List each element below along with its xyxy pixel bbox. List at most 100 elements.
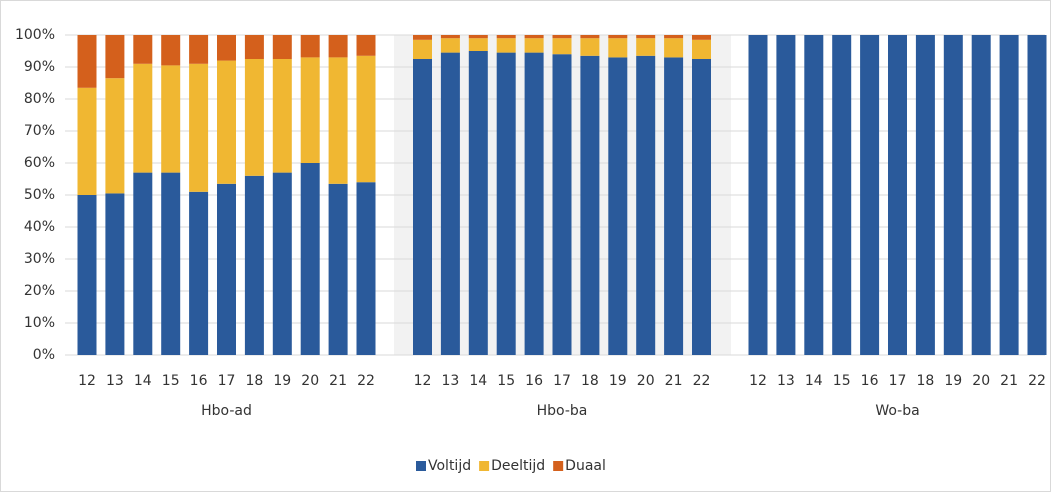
bar-segment: [133, 172, 153, 355]
bar-segment: [860, 35, 880, 355]
bar-segment: [692, 35, 711, 40]
bar-segment: [496, 52, 516, 355]
bar-segment: [692, 59, 711, 355]
bar-segment: [300, 35, 320, 58]
bar-segment: [580, 35, 600, 39]
bar-segment: [161, 65, 181, 173]
bar-segment: [496, 35, 516, 39]
bar-segment: [664, 57, 684, 356]
bar-segment: [915, 35, 935, 355]
bar-segment: [608, 38, 628, 58]
group-label: Hbo-ba: [537, 403, 588, 419]
x-tick-label: 15: [162, 373, 180, 389]
bar-segment: [77, 35, 97, 88]
bar-segment: [272, 59, 292, 173]
bar-segment: [608, 57, 628, 356]
x-tick-label: 22: [357, 373, 375, 389]
x-tick-label: 20: [637, 373, 655, 389]
x-tick-label: 18: [581, 373, 599, 389]
bar-segment: [413, 59, 432, 355]
x-tick-label: 18: [245, 373, 263, 389]
bar-segment: [552, 38, 572, 55]
bar-segment: [244, 59, 264, 176]
bar-segment: [440, 52, 460, 355]
bar-segment: [356, 35, 376, 56]
y-tick-label: 30%: [24, 251, 55, 267]
x-tick-label: 19: [944, 373, 962, 389]
x-tick-label: 17: [218, 373, 236, 389]
bar-segment: [244, 35, 264, 59]
bar-segment: [804, 35, 824, 355]
bar-segment: [580, 55, 600, 356]
bar-segment: [105, 78, 125, 194]
bar-segment: [413, 39, 432, 59]
bar-segment: [524, 35, 544, 39]
bar-segment: [356, 182, 376, 355]
bar-segment: [888, 35, 907, 355]
bar-segment: [1027, 35, 1047, 355]
x-tick-label: 21: [1000, 373, 1018, 389]
y-tick-label: 40%: [24, 219, 55, 235]
bar-segment: [77, 195, 97, 355]
bar-segment: [105, 35, 125, 79]
bar-segment: [664, 35, 684, 39]
bar-segment: [552, 35, 572, 39]
bar-segment: [468, 51, 488, 355]
bar-segment: [692, 39, 711, 59]
x-tick-label: 12: [414, 373, 432, 389]
x-tick-label: 15: [497, 373, 515, 389]
x-tick-label: 13: [441, 373, 459, 389]
x-tick-label: 22: [1028, 373, 1046, 389]
bar-segment: [636, 55, 656, 356]
legend-swatch: [479, 461, 490, 471]
x-tick-label: 15: [833, 373, 851, 389]
x-tick-label: 14: [469, 373, 487, 389]
bar-segment: [832, 35, 852, 355]
group-label: Hbo-ad: [201, 403, 252, 419]
bar-segment: [413, 35, 432, 40]
bar-segment: [189, 191, 209, 355]
x-tick-label: 19: [609, 373, 627, 389]
legend-label: Voltijd: [428, 458, 471, 474]
bar-segment: [999, 35, 1019, 355]
group-label: Wo-ba: [875, 403, 919, 419]
bar-segment: [189, 63, 209, 192]
bar-segment: [328, 183, 348, 355]
y-tick-label: 70%: [24, 123, 55, 139]
bar-segment: [328, 35, 348, 58]
legend-label: Duaal: [565, 458, 606, 474]
y-tick-label: 10%: [24, 315, 55, 331]
bar-segment: [356, 55, 376, 183]
x-tick-label: 17: [889, 373, 907, 389]
y-tick-label: 80%: [24, 91, 55, 107]
legend-label: Deeltijd: [491, 458, 545, 474]
x-tick-label: 20: [301, 373, 319, 389]
legend-swatch: [416, 461, 426, 471]
bar-segment: [552, 54, 572, 355]
bar-segment: [133, 35, 153, 64]
x-tick-label: 13: [106, 373, 124, 389]
bar-segment: [161, 172, 181, 355]
bar-segment: [496, 38, 516, 53]
x-tick-label: 13: [777, 373, 795, 389]
bar-segment: [636, 38, 656, 56]
bar-segment: [468, 38, 488, 51]
bar-segment: [217, 35, 236, 61]
bar-segment: [328, 57, 348, 184]
x-tick-label: 20: [972, 373, 990, 389]
x-tick-label: 14: [805, 373, 823, 389]
bar-segment: [524, 38, 544, 53]
legend-swatch: [553, 461, 564, 471]
bar-segment: [664, 38, 684, 58]
bar-segment: [748, 35, 768, 355]
y-tick-label: 90%: [24, 59, 55, 75]
x-tick-label: 16: [190, 373, 208, 389]
y-tick-label: 100%: [15, 27, 55, 43]
bar-segment: [943, 35, 963, 355]
x-tick-label: 17: [553, 373, 571, 389]
bar-segment: [77, 87, 97, 195]
x-tick-label: 21: [665, 373, 683, 389]
bar-segment: [468, 35, 488, 39]
bar-segment: [217, 60, 236, 184]
x-tick-label: 18: [916, 373, 934, 389]
